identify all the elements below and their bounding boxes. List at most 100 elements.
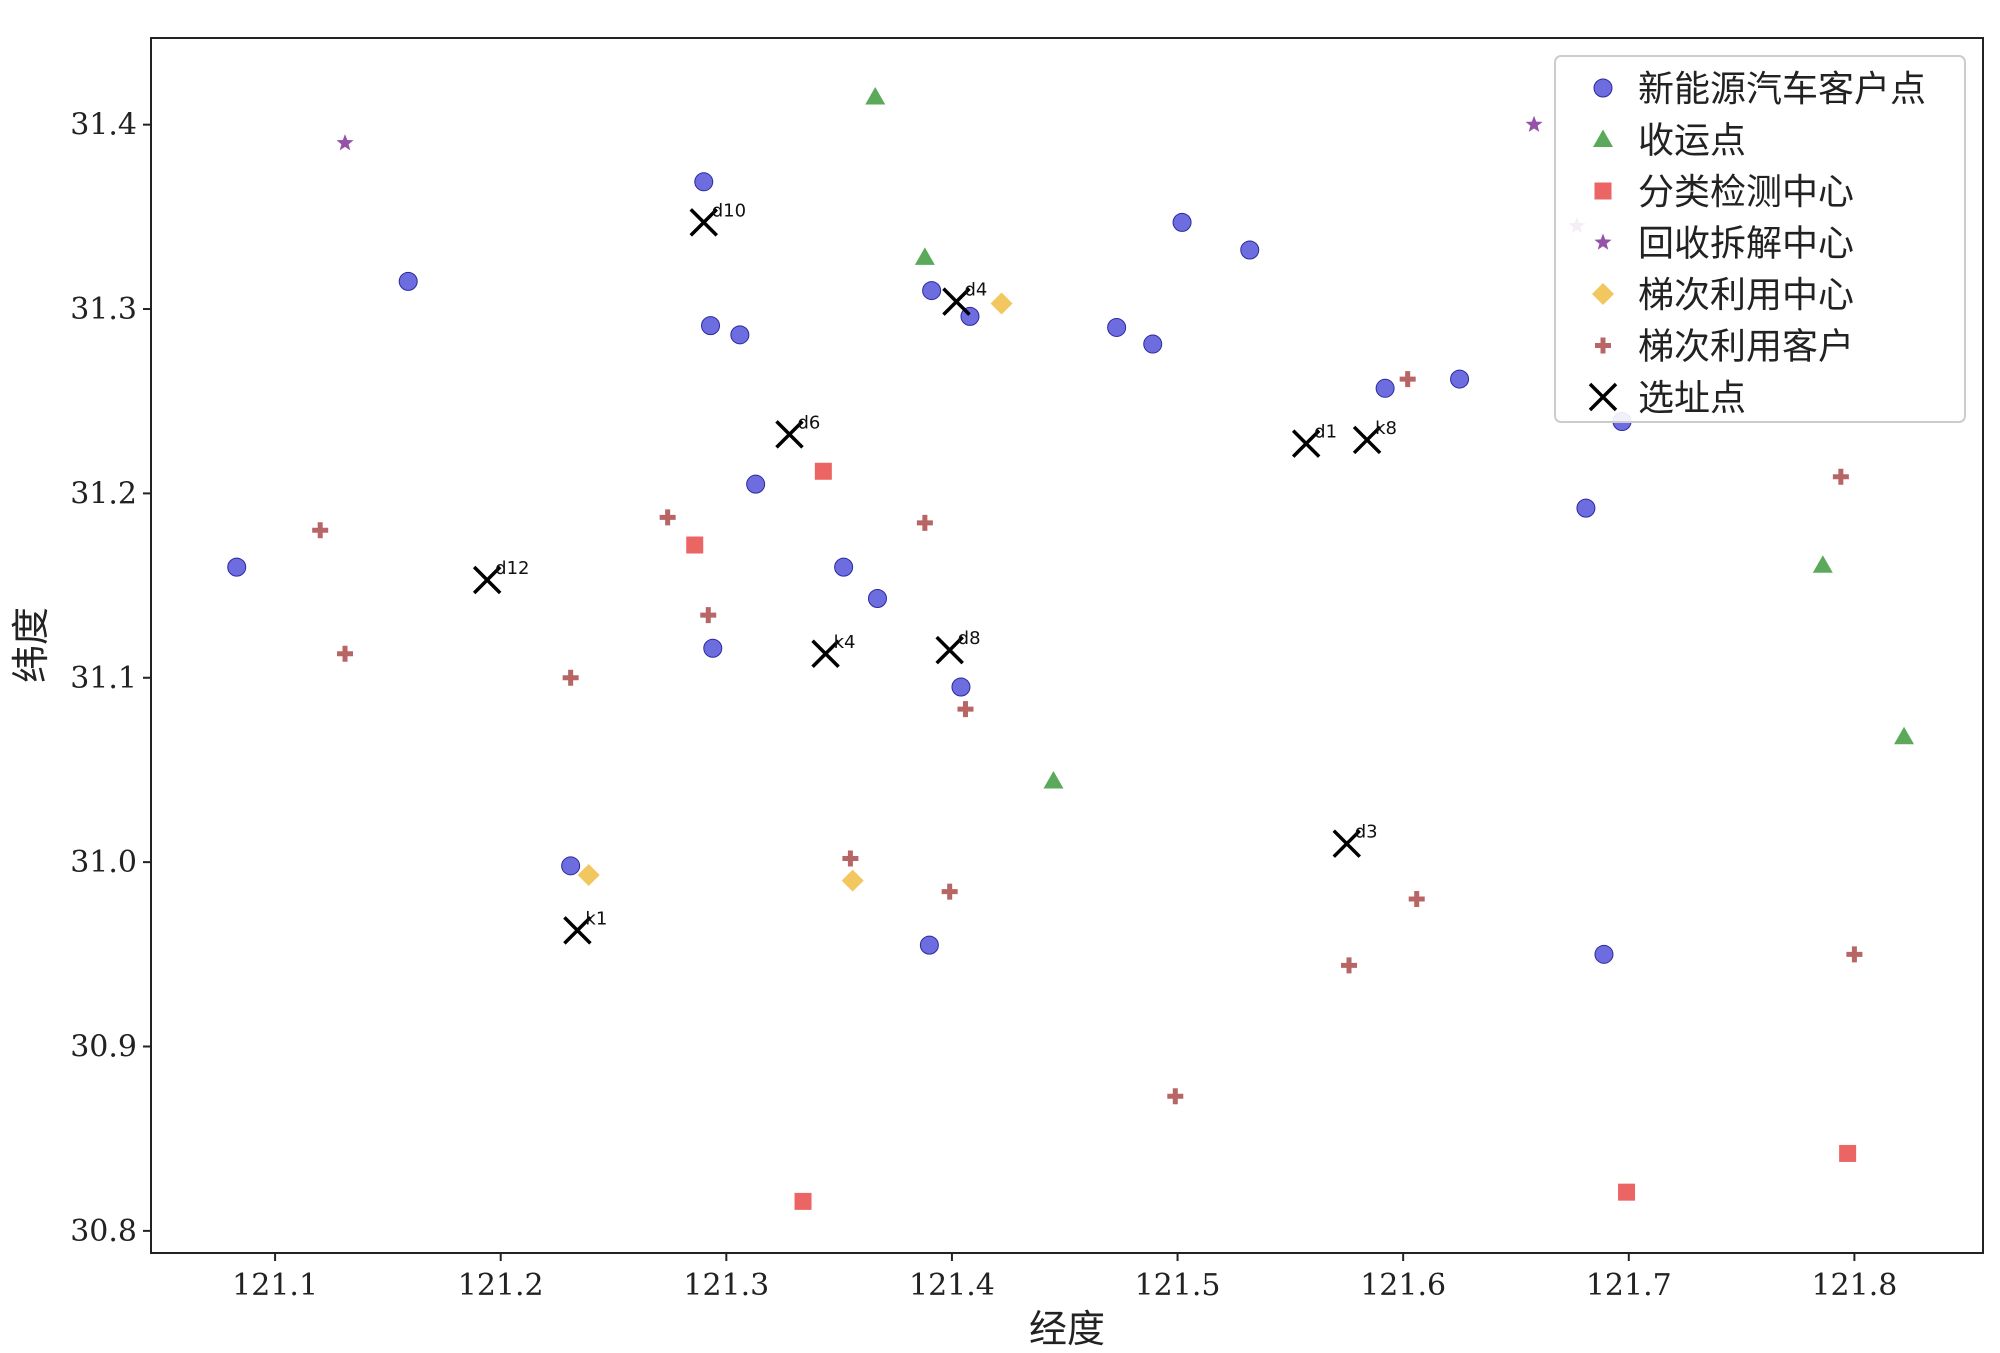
legend-label: 分类检测中心 bbox=[1638, 172, 1854, 213]
point-circle bbox=[1240, 240, 1260, 260]
point-plus bbox=[957, 701, 974, 718]
point-circle bbox=[694, 172, 714, 192]
point-label: d6 bbox=[797, 412, 820, 433]
point-circle bbox=[951, 677, 971, 697]
legend-marker-circle bbox=[1593, 78, 1613, 98]
point-x bbox=[1352, 425, 1382, 455]
legend-marker-plus bbox=[1595, 337, 1611, 354]
y-tick-label: 31.2 bbox=[70, 476, 137, 511]
point-x bbox=[472, 565, 502, 595]
x-axis: 121.1 121.2 121.3 121.4 121.5 121.6 121.7 121.8 bbox=[232, 1253, 1897, 1303]
point-circle bbox=[561, 856, 581, 876]
point-diamond bbox=[990, 292, 1013, 315]
y-tick-label: 31.3 bbox=[70, 292, 137, 327]
point-label: d8 bbox=[958, 628, 981, 649]
point-plus bbox=[700, 607, 717, 624]
x-tick-label: 121.5 bbox=[1135, 1268, 1221, 1303]
point-star bbox=[1525, 115, 1543, 132]
point-plus bbox=[337, 645, 354, 662]
point-circle bbox=[1450, 369, 1470, 389]
point-x bbox=[775, 420, 804, 449]
point-x bbox=[689, 208, 718, 237]
legend-marker-diamond bbox=[1592, 283, 1614, 305]
point-square bbox=[686, 536, 704, 554]
point-label: d1 bbox=[1314, 422, 1337, 443]
point-square bbox=[814, 462, 832, 480]
point-plus bbox=[1399, 371, 1416, 388]
point-circle bbox=[834, 557, 854, 577]
point-diamond bbox=[841, 869, 864, 892]
point-square bbox=[794, 1192, 812, 1210]
legend-label: 选址点 bbox=[1638, 378, 1746, 419]
point-circle bbox=[922, 281, 942, 301]
point-x bbox=[935, 635, 964, 665]
x-tick-label: 121.4 bbox=[909, 1268, 995, 1303]
point-circle bbox=[730, 325, 750, 345]
point-x bbox=[1291, 429, 1321, 458]
point-label: k1 bbox=[585, 908, 607, 929]
y-axis-title: 纬度 bbox=[9, 607, 53, 683]
point-plus bbox=[312, 522, 329, 539]
point-x bbox=[811, 639, 840, 669]
point-circle bbox=[227, 557, 247, 577]
legend-box bbox=[1554, 55, 1966, 423]
legend-label: 收运点 bbox=[1638, 121, 1746, 162]
point-plus bbox=[916, 514, 933, 531]
legend-label: 回收拆解中心 bbox=[1638, 224, 1854, 265]
y-tick-label: 31.4 bbox=[70, 108, 137, 143]
point-triangle bbox=[1812, 555, 1833, 573]
point-circle bbox=[703, 638, 723, 658]
point-circle bbox=[398, 271, 418, 291]
point-triangle bbox=[865, 86, 886, 105]
point-square bbox=[1618, 1183, 1636, 1201]
point-label: d3 bbox=[1355, 822, 1378, 843]
point-plus bbox=[1832, 468, 1849, 485]
point-plus bbox=[842, 850, 859, 867]
point-x bbox=[942, 287, 971, 316]
point-x bbox=[563, 916, 592, 945]
x-axis-title: 经度 bbox=[1029, 1307, 1105, 1351]
y-tick-label: 30.9 bbox=[70, 1030, 137, 1065]
point-label: d4 bbox=[964, 280, 987, 301]
point-plus bbox=[1408, 891, 1425, 908]
point-triangle bbox=[1894, 726, 1915, 745]
y-axis: 30.8 30.9 31.0 31.1 31.2 31.3 31.4 bbox=[70, 108, 151, 1249]
point-star bbox=[336, 134, 354, 151]
point-plus bbox=[1846, 946, 1863, 963]
point-label: d10 bbox=[712, 200, 746, 221]
point-plus bbox=[1341, 957, 1358, 974]
legend-label: 新能源汽车客户点 bbox=[1638, 69, 1926, 110]
point-circle bbox=[919, 935, 939, 955]
y-tick-label: 31.1 bbox=[70, 661, 137, 696]
y-tick-label: 31.0 bbox=[70, 845, 137, 880]
y-tick-label: 30.8 bbox=[70, 1214, 137, 1249]
x-tick-label: 121.2 bbox=[458, 1268, 544, 1303]
point-labels: d10 d4 d6 d12 k4 d8 d1 k8 d3 k1 bbox=[495, 200, 1397, 929]
x-tick-label: 121.8 bbox=[1811, 1268, 1897, 1303]
point-circle bbox=[701, 316, 721, 336]
point-square bbox=[1839, 1144, 1857, 1162]
point-label: k8 bbox=[1375, 418, 1397, 439]
x-tick-label: 121.1 bbox=[232, 1268, 318, 1303]
data-marks bbox=[227, 86, 1915, 1210]
point-plus bbox=[941, 883, 958, 900]
point-circle bbox=[1172, 212, 1192, 232]
legend-marker-triangle bbox=[1593, 129, 1613, 147]
point-diamond bbox=[577, 864, 600, 887]
point-plus bbox=[1167, 1088, 1184, 1105]
legend-marker-x bbox=[1588, 382, 1618, 412]
legend-label: 梯次利用中心 bbox=[1638, 275, 1854, 316]
point-plus bbox=[562, 669, 579, 686]
legend-marker-square bbox=[1594, 182, 1612, 200]
point-circle bbox=[867, 588, 887, 608]
point-triangle bbox=[914, 247, 935, 265]
x-tick-label: 121.7 bbox=[1586, 1268, 1672, 1303]
point-plus bbox=[659, 509, 676, 526]
point-circle bbox=[1375, 378, 1395, 398]
point-label: d12 bbox=[495, 558, 529, 579]
x-tick-label: 121.6 bbox=[1360, 1268, 1446, 1303]
point-circle bbox=[1143, 334, 1163, 354]
legend-marker-star bbox=[1594, 233, 1612, 250]
point-circle bbox=[1576, 498, 1596, 518]
